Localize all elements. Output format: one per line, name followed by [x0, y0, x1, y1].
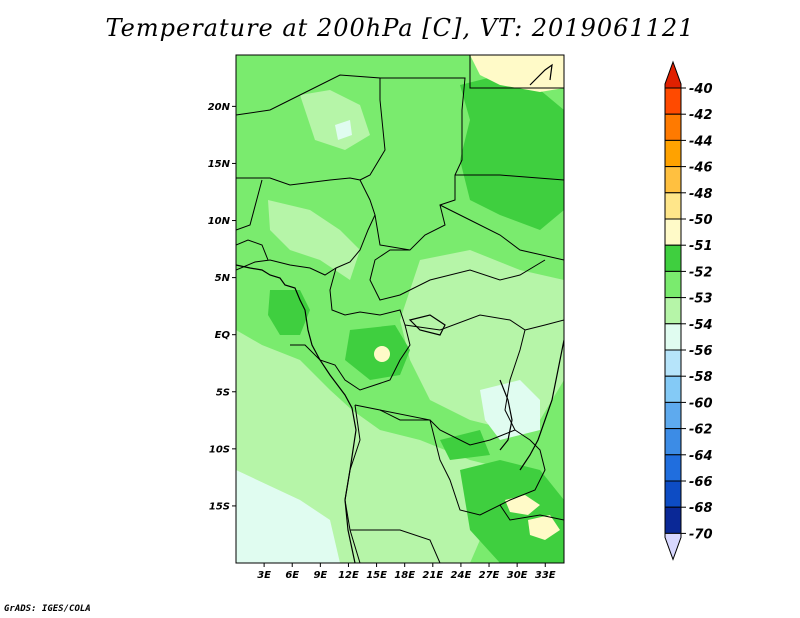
border-egypt	[469, 55, 564, 89]
colorbar-swatch	[664, 480, 682, 508]
colorbar-label: -44	[689, 134, 713, 149]
lake-north	[408, 314, 446, 336]
latitude-axis: 20N 15N 10N 5N EQ 5S 10S 15S	[208, 102, 236, 512]
lat-tick-label: 5N	[215, 273, 231, 284]
border-drc	[354, 314, 526, 446]
border-west-coast	[236, 239, 269, 261]
border-sudan-egypt	[455, 174, 564, 181]
colorbar-bottom-arrow	[664, 532, 682, 561]
colorbar-swatch	[664, 244, 682, 272]
lon-tick-label: 24E	[451, 570, 472, 581]
border-kenya	[524, 319, 564, 331]
longitude-axis: 3E 6E 9E 12E 15E 18E 21E 24E 27E 30E 33E	[257, 563, 556, 581]
colorbar-label: -62	[689, 423, 713, 438]
colorbar-swatch	[664, 401, 682, 430]
grads-credit: GrADS: IGES/COLA	[4, 604, 91, 614]
border-angola-zambia	[379, 409, 564, 521]
colorbar-label: -64	[689, 449, 713, 464]
colorbar-swatch	[664, 428, 682, 456]
colorbar: -40 -42 -44 -46 -48 -50 -51 -52 -53 -54 -56 -58 -60 -…	[664, 60, 713, 561]
colorbar-swatch	[664, 192, 682, 220]
colorbar-swatch	[664, 270, 682, 299]
lon-tick-label: 30E	[507, 570, 528, 581]
colorbar-label: -68	[689, 501, 713, 516]
lon-tick-label: 21E	[422, 570, 443, 581]
map-frame	[235, 54, 565, 564]
colorbar-swatch	[664, 349, 682, 377]
colorbar-top-arrow	[664, 60, 682, 89]
border-nigeria	[236, 179, 263, 231]
colorbar-swatch	[664, 506, 682, 534]
lon-tick-label: 12E	[338, 570, 359, 581]
country-borders	[236, 55, 564, 563]
lon-tick-label: 15E	[366, 570, 387, 581]
colorbar-label: -40	[689, 82, 713, 97]
map-panel	[236, 55, 564, 563]
colorbar-label: -48	[689, 187, 713, 202]
lon-tick-label: 6E	[285, 570, 299, 581]
border-tanzania	[499, 429, 546, 506]
lat-tick-label: EQ	[215, 330, 231, 341]
lat-tick-label: 10N	[208, 216, 231, 227]
lat-tick-label: 20N	[208, 102, 231, 113]
colorbar-swatch	[664, 375, 682, 403]
lat-tick-label: 5S	[216, 387, 230, 398]
colorbar-label: -66	[689, 475, 713, 490]
lat-tick-label: 10S	[209, 444, 230, 455]
colorbar-label: -52	[689, 265, 713, 280]
colorbar-swatch	[664, 166, 682, 194]
border-sudan-south	[439, 204, 564, 261]
region-dark-gabon	[268, 290, 310, 335]
lon-tick-label: 9E	[313, 570, 327, 581]
colorbar-swatch	[664, 218, 682, 246]
colorbar-swatch	[664, 454, 682, 482]
colorbar-label: -51	[689, 239, 713, 254]
colorbar-label: -60	[689, 396, 713, 411]
lat-tick-label: 15N	[208, 159, 231, 170]
colorbar-swatch	[664, 139, 682, 168]
coastline-east	[519, 339, 564, 471]
colorbar-label: -42	[689, 108, 713, 123]
colorbar-label: -46	[689, 161, 713, 176]
chart-title: Temperature at 200hPa [C], VT: 201906112…	[105, 14, 695, 42]
region-light-south	[236, 330, 540, 563]
region-pale-north	[335, 120, 352, 140]
region-light-north	[300, 90, 370, 150]
region-dark-patch	[440, 430, 490, 460]
region-pale-southwest	[236, 470, 340, 563]
lon-tick-label: 27E	[479, 570, 500, 581]
colorbar-label: -50	[689, 213, 713, 228]
region-dark-northeast	[460, 75, 564, 230]
colorbar-label: -56	[689, 344, 713, 359]
region-yellow-south2	[528, 515, 560, 540]
coastline-west	[236, 264, 357, 563]
shading-layer	[236, 55, 564, 563]
lon-tick-label: 18E	[394, 570, 415, 581]
coast-red-sea	[529, 63, 553, 86]
colorbar-label: -70	[689, 527, 713, 542]
lat-tick-label: 15S	[209, 501, 230, 512]
border-congo	[290, 267, 411, 391]
region-yellow-congo	[374, 346, 390, 362]
lake-tanganyika	[499, 379, 513, 451]
colorbar-label: -53	[689, 292, 713, 307]
colorbar-swatch	[664, 323, 682, 351]
region-yellow-south	[505, 495, 540, 515]
border-libya-sudan	[374, 77, 466, 251]
border-car	[369, 249, 546, 301]
region-light-west	[268, 200, 360, 280]
border-sahel	[236, 177, 376, 276]
lon-tick-label: 3E	[257, 570, 271, 581]
coastline	[236, 63, 564, 563]
colorbar-label: -58	[689, 370, 713, 385]
lon-tick-label: 33E	[535, 570, 556, 581]
region-yellow-north	[470, 55, 564, 92]
border-namibia	[350, 529, 441, 563]
colorbar-swatch	[664, 87, 682, 115]
colorbar-swatch	[664, 297, 682, 325]
colorbar-label: -54	[689, 318, 713, 333]
colorbar-swatch	[664, 113, 682, 141]
